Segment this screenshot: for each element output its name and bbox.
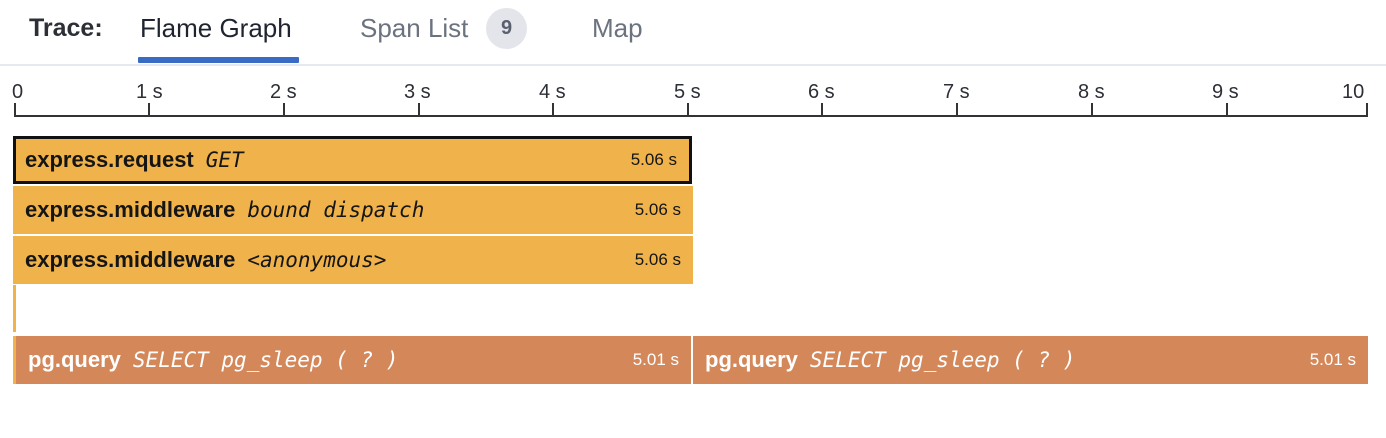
tick-mark [14,103,16,117]
tick-label: 4 s [539,81,566,103]
tick-mark [1366,103,1368,117]
tick-label: 7 s [943,81,970,103]
span-name: express.request [25,147,194,172]
tick-mark [687,103,689,117]
span-pg-query-2[interactable]: pg.query SELECT pg_sleep ( ? ) 5.01 s [693,336,1368,384]
tick-label: 5 s [674,81,701,103]
span-resource: SELECT pg_sleep ( ? ) [809,348,1076,372]
tab-map[interactable]: Map [592,13,643,43]
tab-flame-graph[interactable]: Flame Graph [140,13,292,43]
axis-line [14,115,1368,117]
tick-mark [148,103,150,117]
trace-label: Trace: [29,14,103,42]
tick-mark [821,103,823,117]
tick-label: 3 s [404,81,431,103]
tick-label: 6 s [808,81,835,103]
tab-span-list[interactable]: Span List [360,13,469,43]
time-axis: 0 1 s 2 s 3 s 4 s 5 s 6 s 7 s 8 s 9 s 10 [0,75,1386,125]
span-duration: 5.06 s [634,250,681,269]
span-name: express.middleware [25,247,236,272]
tick-mark [418,103,420,117]
span-resource: bound dispatch [247,198,425,222]
tick-label: 9 s [1212,81,1239,103]
span-resource: <anonymous> [247,248,387,272]
span-express-middleware-bound-dispatch[interactable]: express.middleware bound dispatch 5.06 s [13,186,693,234]
tick-label: 8 s [1078,81,1105,103]
span-duration: 5.01 s [632,350,679,369]
span-name: pg.query [705,347,798,372]
tick-label: 1 s [136,81,163,103]
span-name: express.middleware [25,197,236,222]
active-tab-indicator [138,57,299,63]
span-resource: GET [205,148,244,172]
tick-mark [1091,103,1093,117]
tick-mark [1226,103,1228,117]
tick-mark [283,103,285,117]
span-express-request[interactable]: express.request GET 5.06 s [13,136,692,184]
span-duration: 5.06 s [630,150,677,169]
tick-mark [552,103,554,117]
tick-label: 10 [1342,81,1365,103]
tick-label: 2 s [270,81,297,103]
span-pg-query-1[interactable]: pg.query SELECT pg_sleep ( ? ) 5.01 s [13,336,691,384]
span-express-middleware-anonymous[interactable]: express.middleware <anonymous> 5.06 s [13,236,693,284]
span-duration: 5.01 s [1309,350,1356,369]
tick-mark [956,103,958,117]
span-resource: SELECT pg_sleep ( ? ) [132,348,399,372]
trace-header: Trace: Flame Graph Span List 9 Map [0,0,1386,66]
span-count-badge: 9 [486,8,527,49]
span-connector [13,285,16,332]
span-duration: 5.06 s [634,200,681,219]
span-name: pg.query [28,347,121,372]
tick-label: 0 [12,81,24,103]
